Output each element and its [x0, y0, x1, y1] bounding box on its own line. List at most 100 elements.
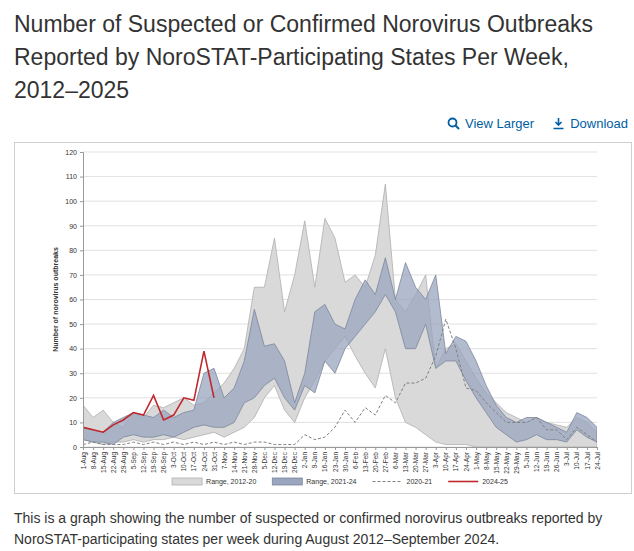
x-tick: 13-Feb — [362, 447, 369, 473]
y-tick-mark — [80, 324, 83, 325]
x-tick-label: 20-Mar — [412, 451, 419, 472]
link-text[interactable]: View Larger — [465, 116, 534, 131]
grid-line — [83, 397, 597, 398]
x-tick-label: 10-Apr — [442, 451, 450, 471]
y-tick-mark — [80, 422, 83, 423]
x-tick-mark — [295, 447, 296, 450]
x-tick: 15-May — [493, 447, 501, 474]
y-axis-title: Number of norovirus outbreaks — [52, 247, 59, 352]
y-tick-label: 80 — [69, 247, 77, 254]
view-larger-link[interactable]: View Larger — [447, 116, 534, 131]
x-tick-label: 6-Feb — [352, 452, 359, 469]
x-tick-mark — [466, 447, 467, 450]
x-tick-label: 26-Sep — [160, 452, 168, 473]
x-tick: 7-Nov — [221, 447, 228, 469]
x-tick-label: 17-Oct — [190, 452, 197, 472]
x-tick: 12-Sep — [140, 447, 148, 473]
y-tick: 0 — [73, 444, 83, 451]
x-tick: 19-Sep — [150, 447, 158, 473]
x-tick-mark — [83, 447, 84, 450]
x-tick: 8-May — [483, 447, 491, 470]
x-tick-mark — [305, 447, 306, 450]
x-tick-mark — [315, 447, 316, 450]
x-tick: 17-Jul — [584, 447, 591, 470]
x-tick-label: 9-Jan — [311, 452, 318, 469]
x-tick: 10-Jul — [573, 447, 580, 470]
icon-part — [554, 118, 564, 129]
x-tick-label: 8-May — [483, 451, 491, 470]
x-tick: 30-Jan — [342, 447, 349, 472]
y-tick-mark — [80, 226, 83, 227]
x-tick-mark — [416, 447, 417, 450]
x-tick: 1-May — [473, 447, 481, 470]
y-axis: 0102030405060708090100110120 — [65, 149, 83, 451]
link-text[interactable]: Download — [570, 116, 628, 131]
grid-line — [83, 201, 597, 202]
x-tick-mark — [224, 447, 225, 450]
x-tick-label: 14-Nov — [231, 451, 238, 473]
x-tick-label: 1-May — [473, 451, 481, 470]
y-tick: 30 — [69, 370, 83, 377]
x-tick: 26-Dec — [291, 447, 298, 473]
legend-swatch — [172, 478, 202, 485]
legend-label: 2024-25 — [482, 478, 508, 485]
x-tick-label: 28-Nov — [251, 451, 258, 473]
x-tick: 8-Aug — [90, 447, 98, 469]
grid-line — [83, 225, 597, 226]
x-tick: 27-Feb — [382, 447, 389, 473]
x-axis: 1-Aug8-Aug15-Aug22-Aug29-Aug5-Sep12-Sep1… — [80, 447, 601, 474]
x-tick-mark — [426, 447, 427, 450]
x-tick-label: 19-Jun — [543, 452, 550, 472]
download-link[interactable]: Download — [552, 116, 628, 131]
x-tick: 13-Mar — [402, 447, 409, 473]
legend-swatch — [272, 478, 302, 485]
legend-label: Range, 2012-20 — [206, 478, 256, 486]
y-tick: 70 — [69, 272, 83, 279]
x-tick-label: 15-Aug — [100, 452, 108, 473]
page-title: Number of Suspected or Confirmed Norovir… — [14, 8, 626, 107]
x-tick-label: 26-Dec — [291, 451, 298, 473]
x-tick-label: 22-Aug — [110, 452, 118, 473]
x-tick-label: 29-May — [513, 451, 521, 473]
x-tick-label: 12-Dec — [271, 451, 278, 473]
x-tick-label: 5-Sep — [130, 452, 138, 470]
x-tick: 21-Nov — [241, 447, 248, 473]
legend-label: 2020-21 — [407, 478, 433, 485]
x-tick-label: 21-Nov — [241, 451, 248, 473]
x-tick-label: 20-Feb — [372, 452, 379, 473]
x-tick: 22-May — [503, 447, 511, 474]
x-tick-mark — [103, 447, 104, 450]
chart-svg: 01020304050607080901001101201-Aug8-Aug15… — [14, 142, 632, 494]
x-tick: 9-Jan — [311, 447, 318, 468]
x-tick: 24-Jul — [594, 447, 601, 470]
range-area — [83, 258, 597, 445]
x-tick-mark — [285, 447, 286, 450]
x-tick-mark — [345, 447, 346, 450]
x-tick-mark — [264, 447, 265, 450]
link-icon — [552, 117, 565, 130]
x-tick-mark — [143, 447, 144, 450]
x-tick-mark — [516, 447, 517, 450]
x-tick: 6-Mar — [392, 447, 399, 469]
x-tick: 24-Apr — [463, 447, 471, 472]
y-tick-mark — [80, 447, 83, 448]
x-tick: 5-Sep — [130, 447, 138, 469]
grid-line — [83, 176, 597, 177]
x-tick-mark — [174, 447, 175, 450]
x-tick: 12-Dec — [271, 447, 278, 473]
x-tick-label: 3-Oct — [170, 452, 177, 468]
x-tick-mark — [365, 447, 366, 450]
x-tick: 17-Oct — [190, 447, 197, 472]
x-tick: 26-Sep — [160, 447, 168, 473]
x-tick-mark — [375, 447, 376, 450]
range-area — [83, 184, 597, 447]
x-tick-mark — [164, 447, 165, 450]
x-tick-label: 27-Mar — [422, 451, 429, 472]
x-tick-label: 7-Nov — [221, 451, 228, 469]
x-tick-mark — [93, 447, 94, 450]
legend-item: Range, 2012-20 — [172, 478, 256, 486]
x-tick-label: 23-Jan — [332, 452, 339, 472]
x-tick: 2-Jan — [301, 447, 308, 468]
x-tick: 17-Apr — [452, 447, 460, 472]
x-tick: 5-Jun — [523, 447, 530, 468]
